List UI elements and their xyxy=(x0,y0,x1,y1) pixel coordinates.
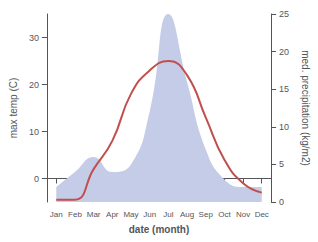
svg-text:20: 20 xyxy=(29,80,39,90)
svg-text:0: 0 xyxy=(279,197,284,207)
svg-text:Nov: Nov xyxy=(236,210,250,219)
svg-text:med. precipitation (kg/m2): med. precipitation (kg/m2) xyxy=(300,50,311,166)
svg-text:15: 15 xyxy=(279,84,289,94)
svg-text:Oct: Oct xyxy=(218,210,231,219)
svg-text:10: 10 xyxy=(279,122,289,132)
svg-text:max temp (C): max temp (C) xyxy=(8,78,19,139)
svg-text:Dec: Dec xyxy=(255,210,269,219)
svg-text:Jan: Jan xyxy=(50,210,63,219)
svg-text:10: 10 xyxy=(29,127,39,137)
svg-text:Jul: Jul xyxy=(163,210,173,219)
svg-text:Sep: Sep xyxy=(199,210,214,219)
svg-text:Feb: Feb xyxy=(68,210,82,219)
svg-text:Aug: Aug xyxy=(180,210,194,219)
svg-text:Jun: Jun xyxy=(143,210,156,219)
svg-text:5: 5 xyxy=(279,159,284,169)
svg-text:0: 0 xyxy=(34,174,39,184)
svg-text:20: 20 xyxy=(279,47,289,57)
svg-text:date (month): date (month) xyxy=(129,224,190,235)
svg-text:25: 25 xyxy=(279,9,289,19)
svg-text:May: May xyxy=(123,210,138,219)
svg-text:Apr: Apr xyxy=(106,210,119,219)
svg-text:Mar: Mar xyxy=(87,210,101,219)
svg-text:30: 30 xyxy=(29,33,39,43)
